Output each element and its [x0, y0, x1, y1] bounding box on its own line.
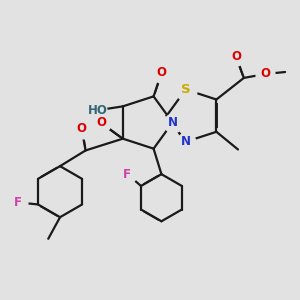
Text: N: N: [181, 135, 191, 148]
Text: O: O: [156, 66, 167, 79]
Text: S: S: [181, 83, 190, 96]
Text: N: N: [168, 116, 178, 129]
Text: F: F: [14, 196, 22, 209]
Text: O: O: [76, 122, 87, 135]
Text: F: F: [123, 168, 131, 181]
Text: O: O: [260, 68, 271, 80]
Text: HO: HO: [87, 104, 107, 117]
Text: O: O: [231, 50, 241, 63]
Text: O: O: [96, 116, 106, 130]
